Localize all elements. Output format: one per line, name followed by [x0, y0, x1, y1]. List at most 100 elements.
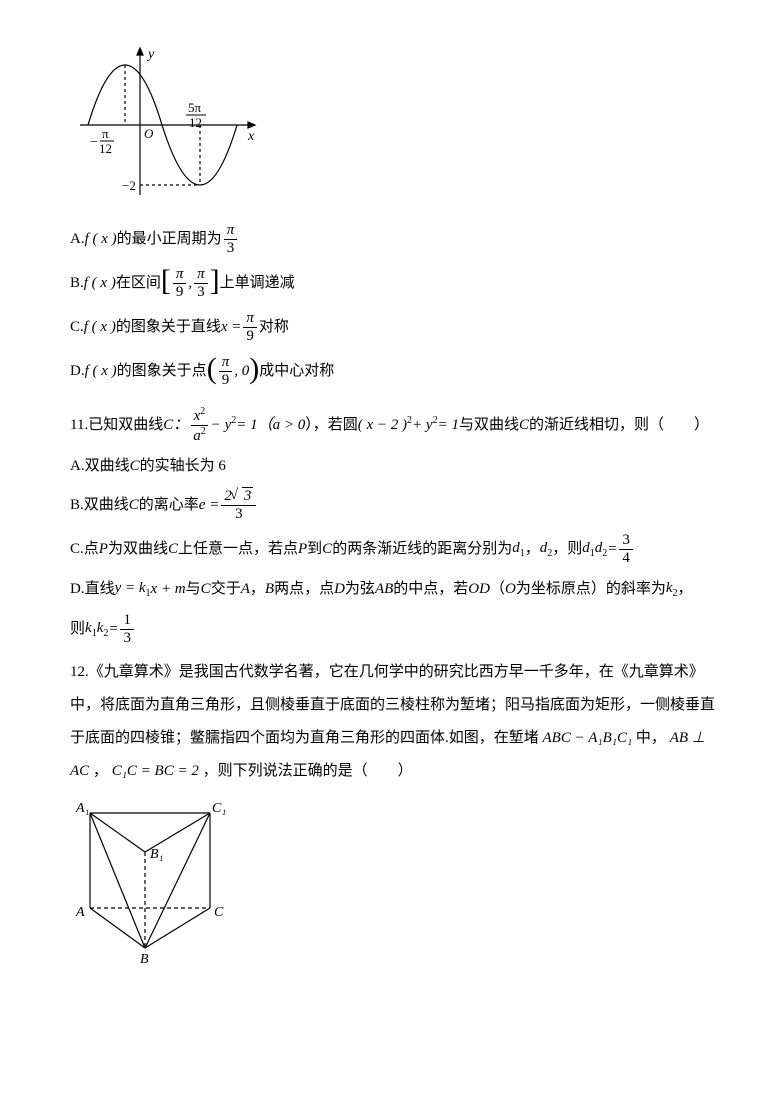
q11-option-c: C.点 P 为双曲线 C 上任意一点，若点 P 到 C 的两条渐近线的距离分别为… — [70, 532, 720, 566]
k1k2: k1k2 — [85, 616, 108, 642]
fx: f ( x ) — [84, 315, 116, 339]
lparen: ( — [207, 357, 217, 381]
fx: f ( x ) — [84, 271, 116, 295]
k2: k2 — [666, 576, 678, 602]
a-gt-0: a > 0 — [273, 413, 306, 437]
svg-text:−: − — [90, 135, 98, 150]
B: B — [265, 577, 274, 601]
plus-y2: + y2 — [412, 413, 438, 437]
eq1: = 1（ — [236, 413, 272, 437]
frac: π 3 — [224, 222, 238, 256]
xeq: x = — [221, 315, 242, 339]
xm: x + m — [151, 577, 186, 601]
P: P — [99, 537, 108, 561]
t1: C.点 — [70, 537, 99, 561]
t2: 为双曲线 — [108, 537, 168, 561]
frac-3-4: 3 4 — [619, 532, 633, 566]
comma: ， — [525, 537, 540, 561]
t3: 上任意一点，若点 — [178, 537, 298, 561]
q11-stem: 11.已知双曲线 C： x2 a2 − y2 = 1（ a > 0 ），若圆 (… — [70, 406, 720, 444]
C: C — [129, 493, 139, 517]
C: C — [168, 537, 178, 561]
frac: π 9 — [243, 310, 257, 344]
text: 对称 — [259, 315, 289, 339]
t2: 与 — [186, 577, 201, 601]
A: A — [241, 577, 250, 601]
svg-text:A: A — [75, 905, 85, 920]
C: C： — [163, 413, 188, 437]
t1: D.直线 — [70, 577, 115, 601]
frac1: π 9 — [173, 266, 187, 300]
svg-text:O: O — [144, 126, 154, 141]
t4: ，则下列说法正确的是（ ） — [203, 763, 413, 779]
q10-option-a: A. f ( x ) 的最小正周期为 π 3 — [70, 222, 720, 256]
comma: , — [188, 271, 192, 295]
e-eq: e = — [199, 493, 220, 517]
t4: 两点，点 — [274, 577, 334, 601]
P2: P — [298, 537, 307, 561]
text: 上单调递减 — [220, 271, 295, 295]
t7: （ — [490, 577, 505, 601]
t2: 中， — [636, 730, 666, 746]
opt-prefix: B. — [70, 271, 84, 295]
C: C — [130, 454, 140, 478]
opt-prefix: C. — [70, 315, 84, 339]
C: C — [201, 577, 211, 601]
fx: f ( x ) — [85, 227, 117, 251]
sine-graph: y x O π 12 − 5π 12 −2 — [70, 40, 720, 208]
svg-text:C₁: C₁ — [212, 801, 226, 816]
text: 的离心率 — [139, 493, 199, 517]
opt-prefix: A. — [70, 227, 85, 251]
eq: = — [607, 537, 617, 561]
eq1b: = 1 — [438, 413, 459, 437]
circle: ( x − 2 )2 — [358, 413, 412, 437]
q12-stem: 12.《九章算术》是我国古代数学名著，它在几何学中的研究比西方早一千多年，在《九… — [70, 656, 720, 788]
rparen: ) — [249, 357, 259, 381]
svg-text:B₁: B₁ — [150, 847, 163, 862]
d1d2: d1d2 — [582, 536, 607, 562]
O: O — [505, 577, 516, 601]
q11-option-d-line2: 则 k1k2 = 1 3 — [70, 612, 720, 646]
prefix: B.双曲线 — [70, 493, 129, 517]
t9: ， — [678, 577, 693, 601]
text: 的图象关于点 — [117, 359, 207, 383]
fx: f ( x ) — [85, 359, 117, 383]
t8: 为坐标原点）的斜率为 — [516, 577, 666, 601]
eq: C₁C = BC = 2 — [112, 763, 199, 779]
q11-option-b: B.双曲线 C 的离心率 e = 23 3 — [70, 488, 720, 522]
q10-option-d: D. f ( x ) 的图象关于点 ( π 9 , 0 ) 成中心对称 — [70, 354, 720, 388]
q10-option-c: C. f ( x ) 的图象关于直线 x = π 9 对称 — [70, 310, 720, 344]
text: 的实轴长为 6 — [140, 454, 226, 478]
prism-figure: A₁ C₁ B₁ A C B — [70, 798, 720, 976]
svg-text:x: x — [247, 129, 255, 144]
t6: ，则 — [552, 537, 582, 561]
svg-text:B: B — [140, 952, 149, 967]
text: 在区间 — [116, 271, 161, 295]
t4: 到 — [307, 537, 322, 561]
eq: = — [108, 617, 118, 641]
frac-2rt3-3: 23 3 — [221, 488, 256, 522]
t3: ， — [93, 763, 108, 779]
opt-prefix: D. — [70, 359, 85, 383]
q10-option-b: B. f ( x ) 在区间 [ π 9 , π 3 ] 上单调递减 — [70, 266, 720, 300]
minus-y2: − y2 — [211, 413, 237, 437]
C2: C — [322, 537, 332, 561]
prism: ABC − A₁B₁C₁ — [543, 730, 633, 746]
q11-option-a: A.双曲线 C 的实轴长为 6 — [70, 454, 720, 478]
comma: ， — [250, 577, 265, 601]
svg-text:−2: −2 — [122, 178, 136, 193]
frac-x2a2: x2 a2 — [190, 406, 209, 444]
t10: 则 — [70, 617, 85, 641]
C2: C — [519, 413, 529, 437]
D: D — [334, 577, 345, 601]
t3: 交于 — [211, 577, 241, 601]
lbracket: [ — [161, 269, 171, 293]
text: 的最小正周期为 — [117, 227, 222, 251]
svg-text:y: y — [146, 47, 155, 62]
svg-text:12: 12 — [99, 141, 112, 156]
t1: 11.已知双曲线 — [70, 413, 163, 437]
svg-text:C: C — [214, 905, 224, 920]
AB: AB — [375, 577, 393, 601]
svg-text:5π: 5π — [188, 100, 202, 115]
t6: 的中点，若 — [393, 577, 468, 601]
